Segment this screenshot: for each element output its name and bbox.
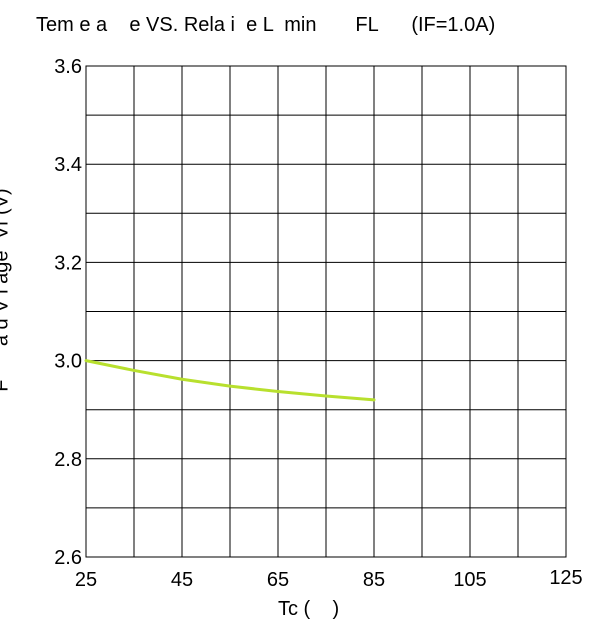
- x-tick-label: 25: [75, 569, 97, 591]
- y-tick-label: 2.8: [54, 449, 82, 471]
- y-tick-label: 3.4: [54, 154, 82, 176]
- x-tick-label: 85: [363, 569, 385, 591]
- y-tick-label: 2.6: [54, 547, 82, 569]
- x-axis-label: Tc ( ): [278, 598, 339, 621]
- x-tick-label: 45: [171, 569, 193, 591]
- y-tick-labels: 2.6 2.8 3.0 3.2 3.4 3.6: [54, 56, 82, 569]
- y-tick-label: 3.6: [54, 56, 82, 78]
- y-tick-label: 3.2: [54, 252, 82, 274]
- x-tick-label: 105: [453, 569, 486, 591]
- grid-lines: [86, 66, 566, 557]
- y-tick-label: 3.0: [54, 351, 82, 373]
- x-tick-labels: 25 45 65 85 105 125: [75, 567, 583, 591]
- y-axis-label: F a d V l age Vf (V): [0, 188, 14, 391]
- x-tick-label: 125: [549, 567, 582, 589]
- x-tick-label: 65: [267, 569, 289, 591]
